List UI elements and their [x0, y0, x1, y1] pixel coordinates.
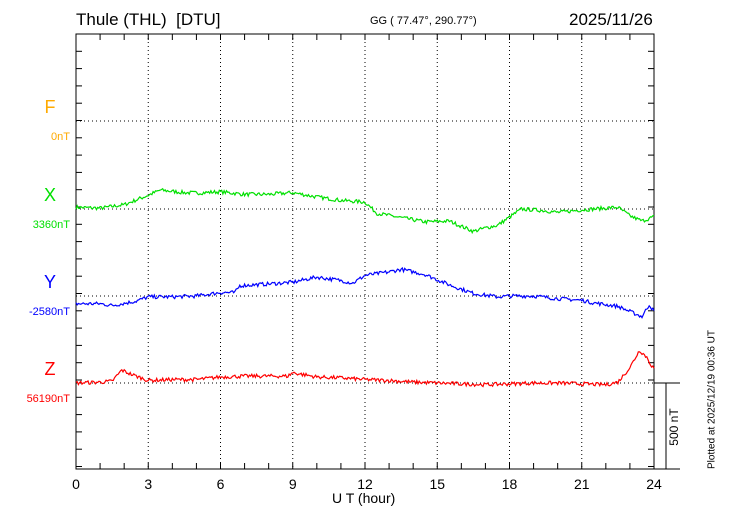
series-baseline-z: 56190nT	[27, 393, 71, 405]
series-line-z	[75, 351, 655, 388]
series-baseline-f: 0nT	[51, 131, 70, 143]
x-tick-label: 12	[357, 476, 373, 492]
x-tick-label: 9	[289, 476, 297, 492]
x-tick-label: 6	[217, 476, 225, 492]
plotted-timestamp: Plotted at 2025/12/19 00:36 UT	[706, 330, 718, 469]
station-title: Thule (THL) [DTU]	[76, 10, 221, 29]
coordinates: GG ( 77.47°, 290.77°)	[370, 15, 477, 27]
x-tick-label: 24	[646, 476, 662, 492]
series-name-x: X	[44, 185, 56, 205]
plot-frame	[75, 33, 655, 470]
series-baseline-x: 3360nT	[33, 219, 71, 231]
series-baseline-y: -2580nT	[29, 306, 70, 318]
date: 2025/11/26	[569, 10, 653, 29]
series-line-x	[75, 187, 655, 235]
x-tick-label: 18	[502, 476, 518, 492]
x-tick-label: 21	[574, 476, 590, 492]
x-axis-label: U T (hour)	[332, 490, 396, 506]
x-tick-label: 0	[72, 476, 80, 492]
series-name-f: F	[45, 97, 56, 117]
series-name-y: Y	[44, 272, 56, 292]
x-tick-label: 3	[144, 476, 152, 492]
scale-bar-label: 500 nT	[667, 408, 681, 446]
series-name-z: Z	[45, 359, 56, 379]
series-line-y	[75, 266, 655, 319]
x-tick-label: 15	[429, 476, 445, 492]
